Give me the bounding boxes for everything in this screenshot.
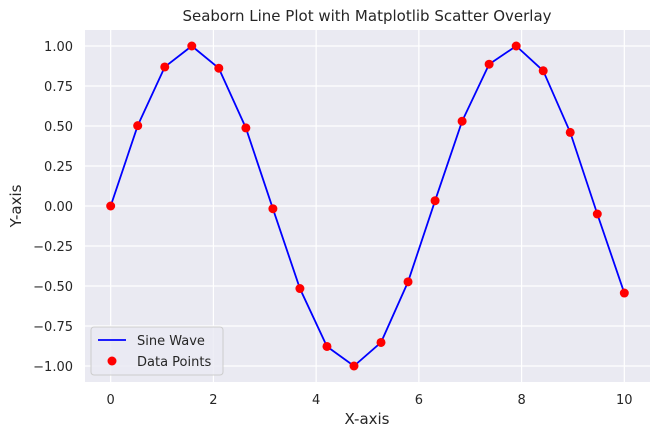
data-point — [268, 204, 278, 214]
data-point — [565, 127, 575, 137]
legend: Sine Wave Data Points — [90, 326, 224, 376]
data-point — [322, 341, 332, 351]
grid — [85, 30, 650, 382]
legend-label-data-points: Data Points — [137, 355, 211, 370]
chart-title: Seaborn Line Plot with Matplotlib Scatte… — [182, 7, 551, 25]
data-point — [241, 123, 251, 133]
data-point — [133, 121, 143, 131]
data-point — [349, 361, 359, 371]
y-tick-label: 0.75 — [44, 80, 73, 95]
y-tick-label: −1.00 — [33, 360, 73, 375]
y-axis-label: Y-axis — [7, 184, 25, 228]
data-point — [187, 41, 197, 51]
legend-dot-swatch — [107, 356, 117, 366]
data-point — [160, 62, 170, 72]
data-point — [511, 41, 521, 51]
data-point — [214, 63, 224, 73]
legend-label-sine-wave: Sine Wave — [137, 334, 205, 349]
data-point — [403, 277, 413, 287]
y-tick-label: 0.50 — [44, 120, 73, 135]
data-point — [538, 66, 548, 76]
data-point — [484, 59, 494, 69]
y-tick-label: 0.25 — [44, 160, 73, 175]
series-line-sine-wave — [109, 45, 626, 367]
series-layer — [106, 41, 629, 371]
x-tick-label: 8 — [517, 393, 525, 408]
y-tick-label: −0.50 — [33, 280, 73, 295]
x-tick-label: 0 — [107, 393, 115, 408]
x-tick-label: 4 — [312, 393, 320, 408]
y-tick-label: −0.25 — [33, 240, 73, 255]
y-tick-label: −0.75 — [33, 320, 73, 335]
data-point — [106, 201, 116, 211]
legend-box — [90, 326, 224, 376]
data-point — [376, 337, 386, 347]
data-point — [592, 209, 602, 219]
x-tick-label: 6 — [415, 393, 423, 408]
data-point — [295, 284, 305, 294]
data-point — [430, 196, 440, 206]
y-tick-label: 0.00 — [44, 200, 73, 215]
x-axis-label: X-axis — [345, 410, 390, 428]
x-tick-label: 10 — [616, 393, 633, 408]
data-point — [619, 288, 629, 298]
x-tick-label: 2 — [209, 393, 217, 408]
ticks: 0 2 4 6 8 10 1.00 0.75 0.50 0.25 0.00 −0.25 −0.50 −0.… — [33, 40, 632, 408]
data-point — [457, 116, 467, 126]
y-tick-label: 1.00 — [44, 40, 73, 55]
